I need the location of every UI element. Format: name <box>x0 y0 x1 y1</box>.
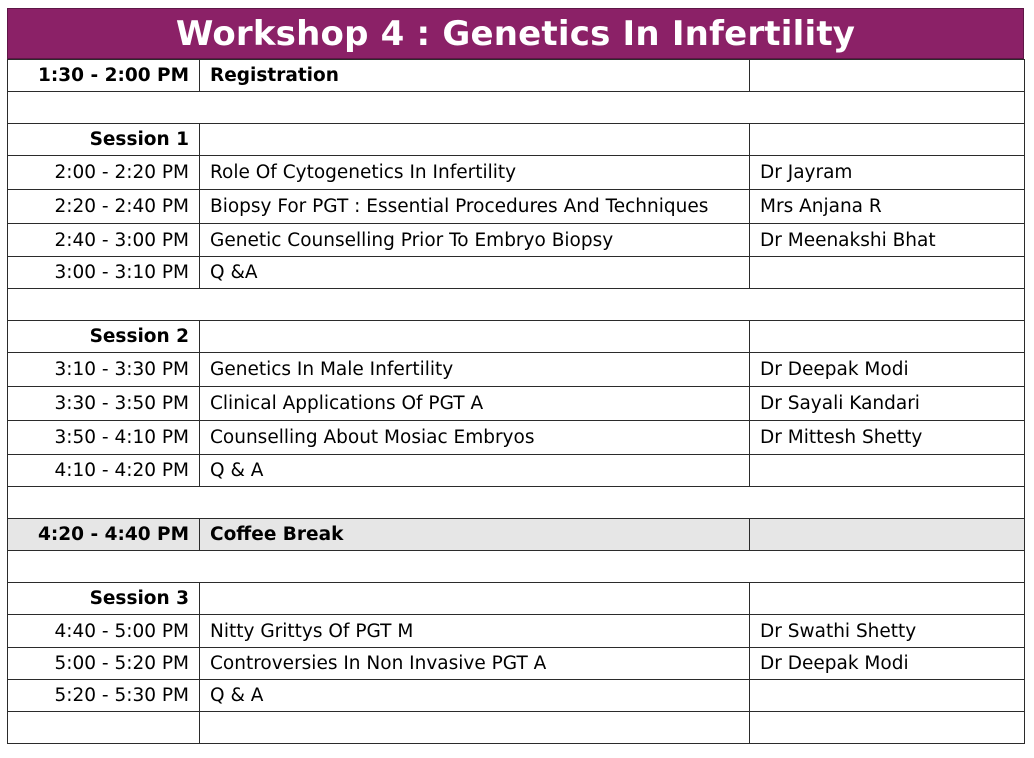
speaker-cell: Dr Jayram <box>749 155 1025 190</box>
speaker-cell: Dr Meenakshi Bhat <box>749 223 1025 257</box>
topic-cell: Biopsy For PGT : Essential Procedures An… <box>199 189 750 224</box>
topic-cell: Registration <box>199 59 750 92</box>
schedule-row: 3:50 - 4:10 PM Counselling About Mosiac E… <box>7 420 1025 455</box>
workshop-title: Workshop 4 : Genetics In Infertility <box>7 8 1024 59</box>
schedule-row: 2:40 - 3:00 PM Genetic Counselling Prior … <box>7 223 1025 257</box>
time-cell: 2:20 - 2:40 PM <box>7 189 200 224</box>
schedule-row: Session 2 <box>7 320 1025 353</box>
time-cell: 1:30 - 2:00 PM <box>7 59 200 92</box>
schedule-row <box>7 711 1025 744</box>
schedule-table: 1:30 - 2:00 PM Registration Session 1 2:00 … <box>7 59 1025 744</box>
spacer-row <box>7 91 1025 124</box>
topic-cell: Clinical Applications Of PGT A <box>199 386 750 421</box>
time-cell: Session 2 <box>7 320 200 353</box>
schedule-row: 3:00 - 3:10 PM Q &A <box>7 256 1025 289</box>
schedule-row: Session 3 <box>7 582 1025 615</box>
time-cell: Session 1 <box>7 123 200 156</box>
schedule-row: 4:20 - 4:40 PM Coffee Break <box>7 518 1025 551</box>
topic-cell: Q &A <box>199 256 750 289</box>
spacer-cell <box>7 486 1025 519</box>
spacer-row <box>7 550 1025 583</box>
topic-cell: Role Of Cytogenetics In Infertility <box>199 155 750 190</box>
speaker-cell <box>749 320 1025 353</box>
speaker-cell: Dr Swathi Shetty <box>749 614 1025 648</box>
speaker-cell: Dr Deepak Modi <box>749 352 1025 387</box>
time-cell: 4:20 - 4:40 PM <box>7 518 200 551</box>
schedule-row: 5:00 - 5:20 PM Controversies In Non Invas… <box>7 647 1025 680</box>
topic-cell <box>199 582 750 615</box>
schedule-row: Session 1 <box>7 123 1025 156</box>
time-cell: 4:40 - 5:00 PM <box>7 614 200 648</box>
schedule-row: 3:10 - 3:30 PM Genetics In Male Infertili… <box>7 352 1025 387</box>
speaker-cell <box>749 59 1025 92</box>
topic-cell: Controversies In Non Invasive PGT A <box>199 647 750 680</box>
speaker-cell: Dr Sayali Kandari <box>749 386 1025 421</box>
schedule-row: 2:20 - 2:40 PM Biopsy For PGT : Essential… <box>7 189 1025 224</box>
schedule-row: 4:40 - 5:00 PM Nitty Grittys Of PGT M Dr S… <box>7 614 1025 648</box>
spacer-row <box>7 486 1025 519</box>
time-cell: 2:00 - 2:20 PM <box>7 155 200 190</box>
topic-cell: Genetic Counselling Prior To Embryo Biop… <box>199 223 750 257</box>
topic-cell: Q & A <box>199 679 750 712</box>
time-cell: 3:00 - 3:10 PM <box>7 256 200 289</box>
spacer-cell <box>7 91 1025 124</box>
schedule-row: 2:00 - 2:20 PM Role Of Cytogenetics In In… <box>7 155 1025 190</box>
topic-cell <box>199 711 750 744</box>
topic-cell <box>199 320 750 353</box>
speaker-cell <box>749 679 1025 712</box>
schedule-row: 5:20 - 5:30 PM Q & A <box>7 679 1025 712</box>
time-cell: 3:30 - 3:50 PM <box>7 386 200 421</box>
time-cell: Session 3 <box>7 582 200 615</box>
speaker-cell: Dr Mittesh Shetty <box>749 420 1025 455</box>
schedule-row: 3:30 - 3:50 PM Clinical Applications Of P… <box>7 386 1025 421</box>
speaker-cell <box>749 256 1025 289</box>
time-cell: 3:50 - 4:10 PM <box>7 420 200 455</box>
speaker-cell: Dr Deepak Modi <box>749 647 1025 680</box>
speaker-cell <box>749 711 1025 744</box>
speaker-cell <box>749 123 1025 156</box>
topic-cell <box>199 123 750 156</box>
spacer-cell <box>7 288 1025 321</box>
topic-cell: Counselling About Mosiac Embryos <box>199 420 750 455</box>
schedule-row: 4:10 - 4:20 PM Q & A <box>7 454 1025 487</box>
time-cell: 4:10 - 4:20 PM <box>7 454 200 487</box>
time-cell: 3:10 - 3:30 PM <box>7 352 200 387</box>
speaker-cell <box>749 582 1025 615</box>
time-cell <box>7 711 200 744</box>
workshop-schedule-sheet: Workshop 4 : Genetics In Infertility 1:3… <box>7 8 1025 744</box>
speaker-cell: Mrs Anjana R <box>749 189 1025 224</box>
speaker-cell <box>749 454 1025 487</box>
topic-cell: Q & A <box>199 454 750 487</box>
schedule-row: 1:30 - 2:00 PM Registration <box>7 59 1025 92</box>
time-cell: 2:40 - 3:00 PM <box>7 223 200 257</box>
time-cell: 5:00 - 5:20 PM <box>7 647 200 680</box>
speaker-cell <box>749 518 1025 551</box>
topic-cell: Coffee Break <box>199 518 750 551</box>
spacer-cell <box>7 550 1025 583</box>
topic-cell: Nitty Grittys Of PGT M <box>199 614 750 648</box>
topic-cell: Genetics In Male Infertility <box>199 352 750 387</box>
spacer-row <box>7 288 1025 321</box>
schedule-body: 1:30 - 2:00 PM Registration Session 1 2:00 … <box>7 59 1025 744</box>
time-cell: 5:20 - 5:30 PM <box>7 679 200 712</box>
